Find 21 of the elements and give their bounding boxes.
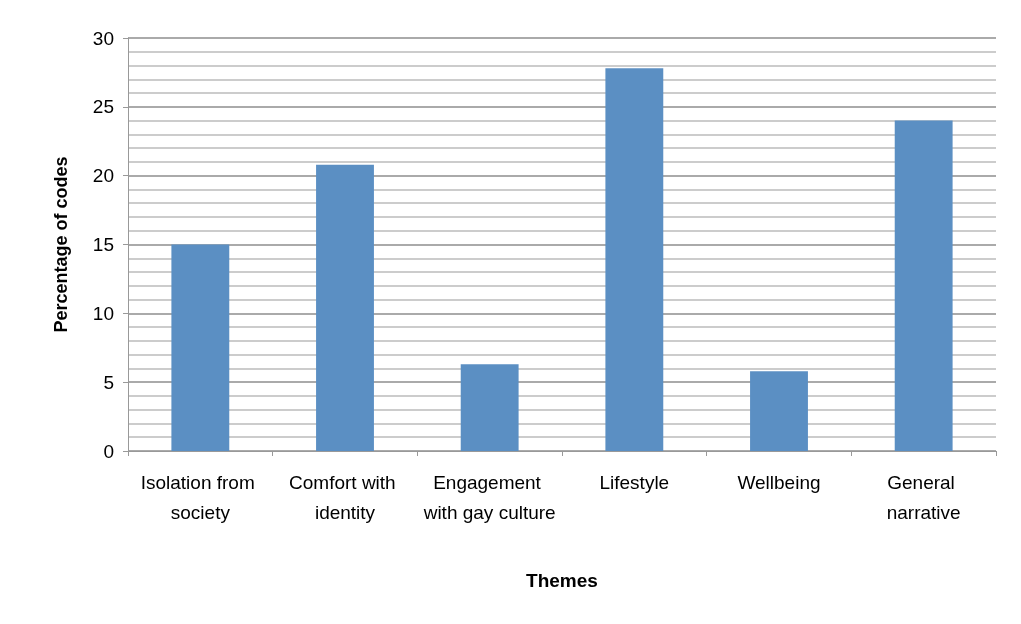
bar xyxy=(316,164,374,451)
bar xyxy=(460,364,519,451)
x-tick-label: Isolation from society xyxy=(140,471,260,523)
x-tick-label: Engagement with gay culture xyxy=(422,471,556,523)
y-tick-label: 20 xyxy=(92,165,114,187)
y-tick-label: 10 xyxy=(92,302,114,324)
y-tick-label: 30 xyxy=(92,27,114,49)
y-tick-label: 0 xyxy=(103,440,114,462)
y-tick-label: 5 xyxy=(103,371,114,393)
x-tick-label: Comfort with identity xyxy=(289,471,401,523)
bar xyxy=(171,244,230,451)
bar xyxy=(750,371,808,451)
x-tick-label: Lifestyle xyxy=(599,471,670,493)
x-axis-title: Themes xyxy=(526,570,598,591)
bar xyxy=(605,68,664,451)
x-tick-label: Wellbeing xyxy=(737,471,821,493)
bar xyxy=(894,120,953,451)
x-tick-label: General narrative xyxy=(886,471,961,523)
y-tick-label: 15 xyxy=(92,234,114,255)
y-axis-title: Percentage of codes xyxy=(51,156,71,333)
y-tick-label: 25 xyxy=(92,96,114,118)
